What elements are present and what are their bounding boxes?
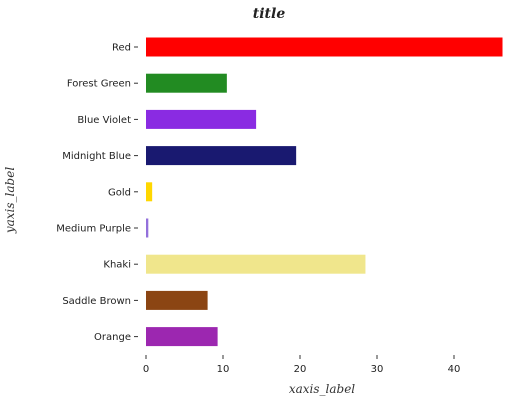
plot-area: Orange Saddle Brown Khaki Medium Purple Gold… xyxy=(56,38,502,376)
y-tick-label: Blue Violet xyxy=(77,115,131,126)
bar-gold xyxy=(146,182,152,201)
x-tick-label: 40 xyxy=(448,364,461,375)
y-axis-title: yaxis_label xyxy=(3,167,17,234)
y-tick-label: Red xyxy=(112,43,131,54)
y-tick-label: Orange xyxy=(94,332,131,343)
y-tick-label: Khaki xyxy=(103,260,131,271)
x-tick-label: 0 xyxy=(143,364,149,375)
bar-saddle-brown xyxy=(146,291,208,310)
bar-khaki xyxy=(146,255,365,274)
x-tick-label: 10 xyxy=(217,364,230,375)
y-tick-label: Midnight Blue xyxy=(62,151,131,162)
y-tick-label: Saddle Brown xyxy=(62,296,131,307)
x-tick-label: 20 xyxy=(294,364,307,375)
y-tick-label: Medium Purple xyxy=(56,224,131,235)
bar-blue-violet xyxy=(146,110,256,129)
bar-red xyxy=(146,38,503,57)
x-axis-title: xaxis_label xyxy=(289,382,355,396)
bar-forest-green xyxy=(146,74,227,93)
chart-title: title xyxy=(253,6,286,22)
x-tick-label: 30 xyxy=(371,364,384,375)
bar-medium-purple xyxy=(146,219,148,238)
bar-midnight-blue xyxy=(146,146,296,165)
y-tick-label: Gold xyxy=(108,187,131,198)
bar-orange xyxy=(146,327,218,346)
y-tick-label: Forest Green xyxy=(67,79,131,90)
